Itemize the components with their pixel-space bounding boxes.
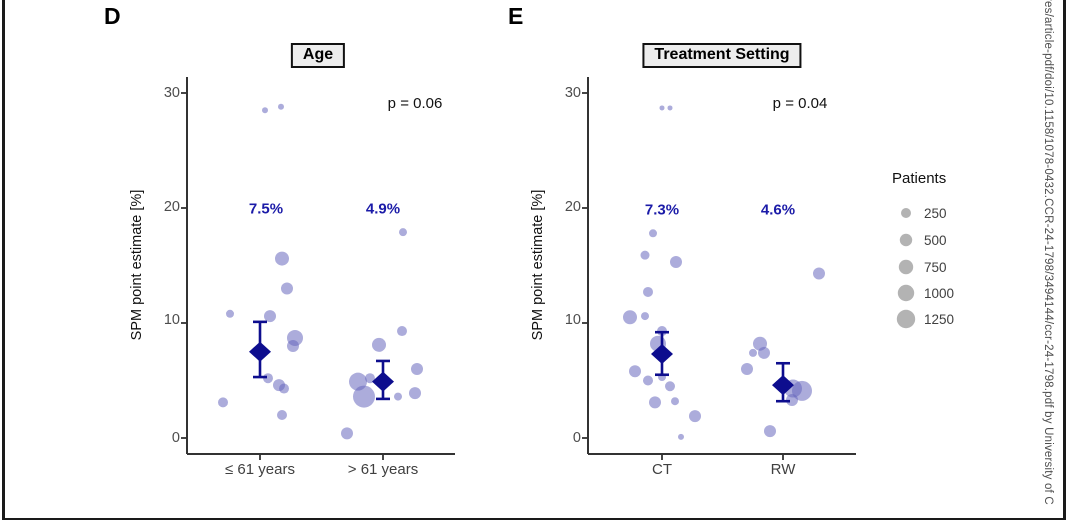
data-point-bubble: [749, 348, 757, 357]
data-point-bubble: [659, 105, 665, 111]
data-point-bubble: [394, 392, 402, 401]
x-category-label: > 61 years: [347, 461, 419, 478]
panel-letter-e: E: [508, 3, 524, 29]
p-value-e: p = 0.04: [772, 95, 828, 112]
data-point-bubble: [671, 397, 679, 406]
legend-bubble: [899, 233, 913, 247]
data-point-bubble: [678, 433, 684, 440]
data-point-bubble: [397, 326, 407, 337]
data-point-bubble: [640, 250, 650, 260]
legend-size-label: 1000: [924, 286, 955, 301]
legend-size-label: 250: [924, 206, 947, 221]
x-category-label: CT: [652, 461, 672, 478]
data-point-bubble: [643, 375, 653, 386]
data-point-bubble: [278, 103, 284, 110]
data-point-bubble: [399, 228, 407, 237]
data-point-bubble: [813, 267, 825, 280]
panel-title-age: Age: [290, 43, 346, 68]
data-point-bubble: [649, 229, 657, 238]
y-axis-label-d: SPM point estimate [%]: [129, 189, 145, 341]
legend-title: Patients: [892, 170, 947, 187]
data-point-bubble: [365, 373, 375, 384]
p-value-d: p = 0.06: [387, 95, 443, 112]
data-point-bubble: [279, 383, 289, 394]
mean-diamond: [372, 371, 394, 392]
y-axis-label-e: SPM point estimate [%]: [530, 189, 546, 341]
data-point-bubble: [409, 387, 421, 400]
legend-bubble: [897, 284, 915, 302]
y-tick-label: 10: [163, 312, 180, 328]
data-point-bubble: [758, 346, 770, 359]
mean-value-label: 7.5%: [248, 200, 284, 218]
y-tick-label: 0: [171, 430, 180, 446]
data-point-bubble: [786, 394, 798, 407]
data-point-bubble: [341, 427, 353, 440]
data-point-bubble: [792, 380, 812, 401]
data-point-bubble: [643, 286, 653, 297]
data-point-bubble: [372, 337, 386, 352]
mean-value-label: 4.9%: [365, 200, 401, 218]
legend-size-label: 750: [924, 260, 947, 275]
mean-diamond: [772, 375, 794, 396]
data-point-bubble: [629, 365, 641, 378]
pdf-watermark-text: res/article-pdf/doi/10.1158/1078-0432.CC…: [1042, 0, 1054, 505]
data-point-bubble: [623, 310, 637, 325]
legend-size-label: 1250: [924, 312, 955, 327]
data-point-bubble: [764, 425, 776, 438]
x-category-label: ≤ 61 years: [225, 461, 295, 478]
legend-bubble: [898, 259, 914, 275]
frame-right-border: [1063, 0, 1066, 520]
mean-diamond: [249, 341, 271, 362]
frame-left-border: [2, 0, 5, 520]
data-point-bubble: [275, 251, 289, 266]
data-point-bubble: [689, 410, 701, 423]
panel-letter-d: D: [104, 3, 121, 29]
data-point-bubble: [264, 310, 276, 323]
data-point-bubble: [649, 396, 661, 409]
x-category-label: RW: [770, 461, 796, 478]
mean-value-label: 7.3%: [644, 201, 680, 219]
data-point-bubble: [353, 385, 375, 408]
frame-bottom-border: [2, 517, 1065, 520]
legend-bubble: [901, 208, 911, 218]
y-tick-label: 20: [564, 199, 581, 215]
y-tick-label: 10: [564, 312, 581, 328]
y-tick-label: 30: [564, 85, 581, 101]
data-point-bubble: [277, 410, 287, 420]
y-tick-label: 0: [572, 430, 581, 446]
legend-bubble: [896, 309, 916, 329]
data-point-bubble: [263, 373, 273, 384]
data-point-bubble: [262, 107, 268, 114]
panel-title-treatment-setting: Treatment Setting: [642, 43, 802, 68]
y-tick-label: 30: [163, 85, 180, 101]
data-point-bubble: [411, 363, 423, 375]
legend-size-label: 500: [924, 233, 947, 248]
data-point-bubble: [226, 309, 234, 318]
data-point-bubble: [281, 282, 293, 295]
data-point-bubble: [670, 256, 682, 269]
mean-diamond: [651, 344, 673, 365]
y-tick-label: 20: [163, 199, 180, 215]
data-point-bubble: [641, 312, 649, 321]
data-point-bubble: [665, 381, 675, 392]
mean-value-label: 4.6%: [760, 201, 796, 219]
data-point-bubble: [741, 363, 753, 375]
data-point-bubble: [667, 105, 673, 111]
data-point-bubble: [218, 397, 228, 408]
data-point-bubble: [287, 340, 299, 352]
